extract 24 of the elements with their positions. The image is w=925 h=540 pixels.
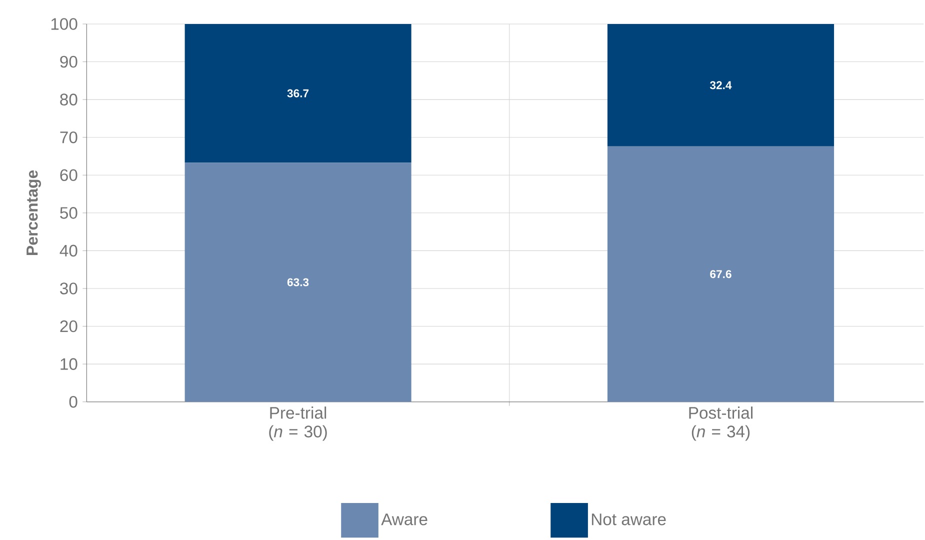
y-tick-label: 50 bbox=[60, 206, 78, 219]
data-label: 63.3 bbox=[287, 278, 309, 286]
y-tick-label: 100 bbox=[51, 18, 78, 30]
y-axis-title: Percentage bbox=[26, 170, 41, 255]
legend-label: Aware bbox=[381, 513, 428, 526]
y-tick-label: 10 bbox=[60, 358, 78, 370]
y-tick-label: 0 bbox=[69, 396, 78, 408]
y-tick-label: 40 bbox=[60, 244, 78, 256]
y-tick-label: 30 bbox=[60, 282, 78, 294]
y-tick-label: 60 bbox=[60, 169, 78, 181]
bar bbox=[184, 24, 412, 163]
y-tick-label: 70 bbox=[60, 131, 78, 144]
y-tick-label: 20 bbox=[60, 320, 78, 332]
data-label: 36.7 bbox=[287, 89, 309, 98]
bar bbox=[184, 162, 412, 402]
bar bbox=[607, 24, 834, 146]
y-tick-label: 80 bbox=[60, 94, 78, 106]
data-label: 67.6 bbox=[710, 270, 732, 278]
x-tick-label: Post-trial (n = 34) bbox=[689, 406, 752, 441]
x-tick-label: Pre-trial (n = 30) bbox=[269, 406, 327, 441]
y-tick-label: 90 bbox=[60, 56, 78, 68]
bar bbox=[607, 146, 834, 402]
legend-label: Not aware bbox=[592, 513, 666, 526]
data-label: 32.4 bbox=[710, 81, 732, 90]
